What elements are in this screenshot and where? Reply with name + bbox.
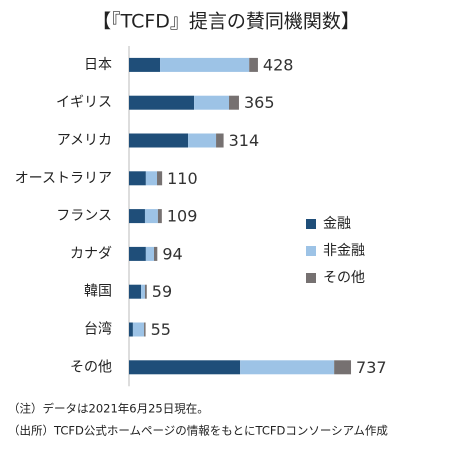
bar-segment (129, 360, 241, 375)
note: （注）データは2021年6月25日現在。 (8, 402, 209, 416)
bar-segment (194, 95, 230, 110)
total-label: 94 (162, 244, 182, 263)
bar-segment (229, 95, 239, 110)
bar-segment (132, 322, 145, 337)
category-label: その他 (70, 359, 112, 375)
total-label: 737 (356, 358, 387, 377)
legend-label: 金融 (323, 216, 351, 232)
bar-segment (145, 246, 155, 261)
bar-segment (129, 133, 189, 148)
legend-swatch (306, 219, 316, 229)
total-label: 55 (151, 320, 171, 339)
bar-segment (144, 322, 146, 337)
category-label: 日本 (84, 57, 112, 73)
total-label: 428 (263, 55, 294, 74)
bar-segment (145, 171, 158, 186)
category-label: 韓国 (84, 284, 112, 300)
bar-segment (129, 209, 145, 224)
legend-swatch (306, 273, 316, 283)
total-label: 59 (152, 282, 172, 301)
bar-segment (160, 57, 250, 72)
bar-segment (216, 133, 224, 148)
bar-segment (129, 246, 146, 261)
bar-segment (157, 209, 162, 224)
category-label: フランス (56, 208, 112, 224)
legend-label: その他 (323, 270, 365, 286)
bar-segment (129, 322, 133, 337)
bar-segment (129, 95, 195, 110)
bar-segment (129, 171, 146, 186)
bar-segment (129, 57, 161, 72)
bar-segment (188, 133, 217, 148)
bar-segment (129, 284, 142, 299)
bar-segment (240, 360, 335, 375)
legend-label: 非金融 (323, 243, 365, 259)
bar-segment (154, 246, 158, 261)
total-label: 110 (167, 169, 198, 188)
category-label: 台湾 (84, 321, 112, 338)
category-label: アメリカ (57, 133, 112, 149)
category-label: カナダ (70, 246, 112, 262)
bar-segment (141, 284, 145, 299)
bar-segment (144, 284, 147, 299)
bar-segment (334, 360, 352, 375)
total-label: 109 (167, 207, 198, 226)
category-label: イギリス (56, 95, 112, 111)
category-label: オーストラリア (15, 170, 112, 186)
total-label: 365 (244, 93, 275, 112)
bar-segment (157, 171, 163, 186)
legend-swatch (306, 246, 316, 256)
total-label: 314 (229, 131, 260, 150)
bar-segment (249, 57, 258, 72)
note: （出所）TCFD公式ホームページの情報をもとにTCFDコンソーシアム作成 (8, 424, 388, 438)
bar-segment (144, 209, 158, 224)
chart-title: 【『TCFD』提言の賛同機関数】 (92, 11, 360, 33)
